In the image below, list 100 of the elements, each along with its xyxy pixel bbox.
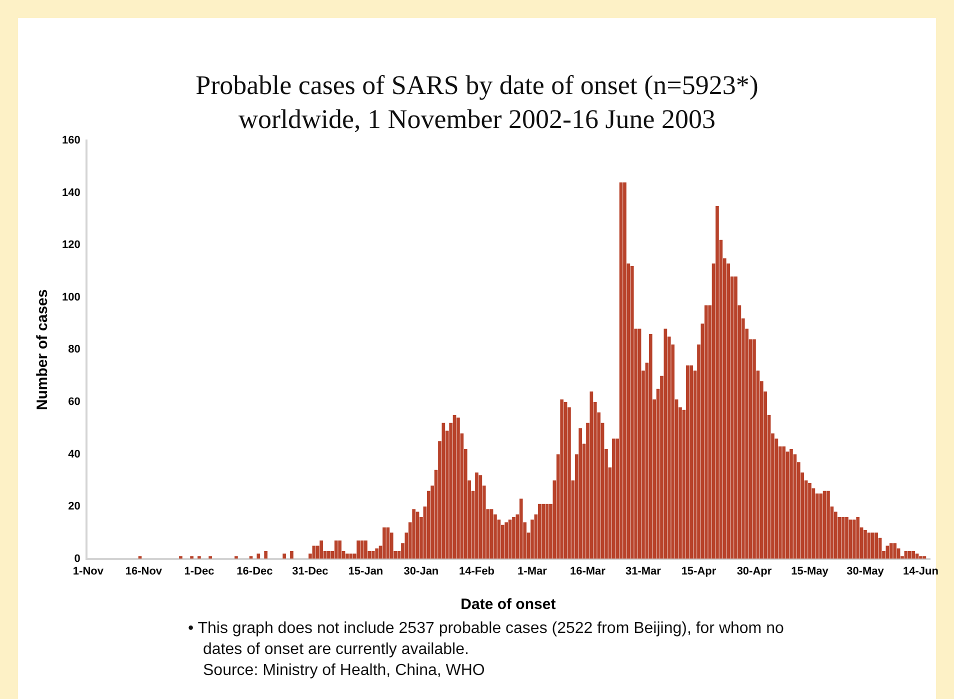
bar bbox=[864, 530, 867, 559]
bar bbox=[356, 540, 360, 559]
bar bbox=[870, 532, 874, 559]
bar bbox=[908, 550, 912, 559]
bar bbox=[578, 428, 582, 559]
bar bbox=[475, 472, 478, 559]
bar bbox=[312, 546, 316, 559]
bar bbox=[912, 550, 916, 559]
x-tick-label: 31-Dec bbox=[292, 565, 328, 578]
x-tick-label: 16-Dec bbox=[236, 565, 273, 578]
bar bbox=[590, 392, 594, 559]
bar bbox=[648, 334, 652, 559]
bar bbox=[630, 266, 634, 559]
bar bbox=[852, 520, 856, 559]
bar bbox=[234, 556, 238, 559]
bar bbox=[512, 516, 516, 559]
x-tick-label: 14-Feb bbox=[458, 565, 495, 578]
bar bbox=[845, 516, 848, 559]
bar bbox=[190, 556, 194, 559]
x-tick-label: 31-Mar bbox=[626, 565, 662, 578]
bar bbox=[704, 305, 708, 559]
bar bbox=[856, 516, 860, 559]
y-tick-label: 120 bbox=[62, 239, 80, 252]
bar bbox=[874, 532, 878, 559]
bar bbox=[893, 543, 897, 559]
bar bbox=[564, 402, 568, 559]
source-note: Source: Ministry of Health, China, WHO bbox=[202, 661, 486, 681]
x-tick-label: 16-Nov bbox=[125, 565, 163, 578]
bar bbox=[478, 475, 482, 559]
y-tick-label: 20 bbox=[68, 500, 80, 513]
chart-title: Probable cases of SARS by date of onset (n=5923*) bbox=[194, 69, 760, 102]
x-tick-label: 1-Nov bbox=[72, 565, 104, 578]
bar bbox=[290, 550, 294, 559]
bar bbox=[198, 556, 201, 559]
bar bbox=[264, 550, 268, 559]
bar bbox=[619, 182, 623, 559]
y-tick-label: 160 bbox=[62, 134, 80, 147]
bar bbox=[790, 449, 793, 559]
bar bbox=[364, 540, 368, 559]
bar bbox=[822, 490, 826, 559]
x-axis-title: Date of onset bbox=[460, 596, 556, 614]
bar bbox=[508, 520, 512, 559]
bar bbox=[456, 418, 460, 559]
bar bbox=[560, 399, 564, 559]
y-tick-label: 80 bbox=[68, 344, 80, 356]
bar bbox=[664, 328, 668, 559]
bar bbox=[452, 415, 456, 559]
bar bbox=[623, 182, 626, 559]
bar bbox=[179, 556, 182, 559]
bar bbox=[819, 493, 823, 559]
bar bbox=[542, 504, 545, 559]
bar bbox=[338, 540, 342, 559]
bar bbox=[346, 554, 349, 559]
bar bbox=[782, 446, 786, 559]
x-tick-label: 15-Jan bbox=[348, 565, 384, 578]
chart-subtitle: worldwide, 1 November 2002-16 June 2003 bbox=[238, 103, 716, 136]
bar bbox=[519, 498, 523, 559]
bar bbox=[490, 509, 494, 559]
x-tick-label: 15-Apr bbox=[681, 565, 717, 578]
bar bbox=[538, 504, 542, 559]
x-tick-label: 30-May bbox=[846, 565, 885, 578]
bar bbox=[752, 339, 756, 559]
y-axis-title: Number of cases bbox=[34, 289, 52, 410]
x-tick-label: 15-May bbox=[791, 565, 830, 578]
bar bbox=[686, 365, 690, 559]
y-tick-label: 60 bbox=[68, 396, 80, 408]
bar bbox=[612, 438, 616, 559]
bar bbox=[282, 554, 286, 559]
bar bbox=[734, 276, 738, 559]
y-tick-label: 100 bbox=[62, 291, 80, 304]
bar bbox=[886, 546, 890, 559]
bar bbox=[826, 490, 830, 559]
bar bbox=[208, 556, 212, 559]
bar bbox=[867, 532, 871, 559]
x-tick-label: 30-Apr bbox=[736, 565, 772, 578]
y-tick-label: 0 bbox=[74, 552, 80, 565]
text: • This graph does not include 2537 probable cases (2522 from Beijing), for whom no dates of onset are currently available. bbox=[188, 619, 785, 660]
x-tick-label: 16-Mar bbox=[570, 565, 606, 578]
bar bbox=[256, 554, 260, 559]
y-tick-label: 140 bbox=[62, 186, 80, 199]
y-tick-label: 40 bbox=[68, 448, 80, 460]
bar bbox=[382, 527, 386, 559]
bar bbox=[375, 548, 378, 559]
x-tick-label: 1-Dec bbox=[184, 565, 214, 578]
bar bbox=[442, 422, 446, 559]
bar bbox=[327, 550, 330, 559]
bar bbox=[412, 509, 416, 559]
bar bbox=[716, 206, 719, 559]
bar bbox=[371, 550, 375, 559]
bar bbox=[638, 328, 642, 559]
bar bbox=[504, 522, 508, 559]
x-tick-label: 1-Mar bbox=[518, 565, 548, 578]
bar bbox=[848, 520, 852, 559]
bar bbox=[334, 540, 338, 559]
bar bbox=[889, 543, 893, 559]
bar bbox=[919, 556, 922, 559]
x-tick-label: 30-Jan bbox=[404, 565, 439, 578]
bar bbox=[320, 540, 323, 559]
x-tick-label: 14-Jun bbox=[903, 565, 939, 578]
bar bbox=[690, 365, 693, 559]
